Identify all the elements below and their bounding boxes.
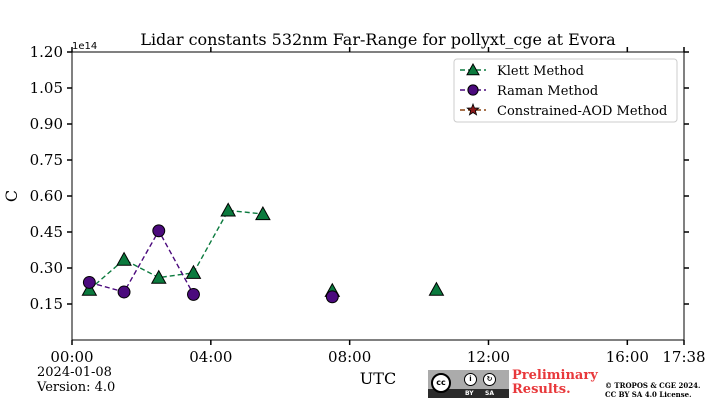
data-point-1-0 [82, 275, 96, 289]
x-tick-label-5: 17:38 [662, 348, 705, 366]
data-point-1-4 [325, 290, 339, 304]
legend-marker-0 [466, 62, 480, 76]
by-label: BY [465, 390, 474, 397]
cc-license-badge: cc i ↻ BY SA [428, 370, 509, 398]
y-tick-label-4: 0.75 [30, 151, 63, 169]
x-tick-label-1: 04:00 [189, 348, 232, 366]
data-point-1-1 [117, 285, 131, 299]
y-scale-label: 1e14 [72, 41, 97, 52]
legend-label-1: Raman Method [497, 84, 598, 99]
data-point-1-3 [187, 287, 200, 301]
y-tick-label-0: 0.15 [30, 295, 63, 313]
y-axis-label: C [2, 190, 21, 202]
data-point-0-1 [116, 251, 132, 266]
y-tick-label-5: 0.90 [30, 115, 63, 133]
person-icon: i [464, 373, 477, 386]
chart-title: Lidar constants 532nm Far-Range for poll… [140, 30, 616, 49]
date-label: 2024-01-08 [37, 365, 112, 380]
series-klett-method [81, 202, 445, 297]
y-tick-label-6: 1.05 [30, 79, 63, 97]
legend-label-2: Constrained-AOD Method [497, 104, 667, 119]
series-line-1-0 [89, 229, 195, 295]
series-line-0-0 [88, 209, 263, 291]
y-tick-label-3: 0.60 [30, 187, 63, 205]
y-tick-label-2: 0.45 [30, 223, 63, 241]
preliminary-results: Preliminary Results. [512, 368, 598, 397]
copyright-notice: © TROPOS & CGE 2024. CC BY SA 4.0 Licens… [605, 381, 701, 399]
data-point-0-5 [255, 205, 271, 221]
series-layer [81, 202, 445, 304]
series-raman-method [82, 224, 339, 304]
y-tick-label-7: 1.20 [30, 43, 63, 61]
axis-ticks: 0.15 0.30 0.45 0.60 0.75 0.90 1.05 1.20 00:00 04:… [30, 43, 706, 366]
legend-box [453, 58, 678, 123]
data-point-0-0 [81, 281, 98, 296]
legend-label-0: Klett Method [497, 64, 584, 79]
x-tick-label-4: 16:00 [606, 348, 649, 366]
data-point-0-3 [185, 264, 202, 279]
legend-marker-2 [466, 102, 480, 116]
x-axis-label: UTC [360, 369, 396, 388]
data-point-0-4 [220, 202, 237, 217]
y-tick-label-1: 0.30 [30, 259, 63, 277]
x-tick-label-2: 08:00 [328, 348, 371, 366]
version-label: Version: 4.0 [37, 380, 116, 395]
data-point-0-2 [150, 269, 167, 284]
cc-icon: cc [431, 373, 451, 393]
legend: Klett Method Raman Method Constrained-AOD … [453, 58, 678, 123]
x-tick-label-0: 00:00 [50, 348, 93, 366]
data-point-0-7 [428, 281, 445, 296]
x-tick-label-3: 12:00 [467, 348, 510, 366]
footer-meta: 2024-01-08 Version: 4.0 [37, 365, 115, 395]
data-point-1-2 [152, 224, 166, 238]
legend-marker-1 [467, 84, 479, 96]
share-alike-icon: ↻ [483, 373, 496, 386]
sa-label: SA [485, 390, 494, 397]
